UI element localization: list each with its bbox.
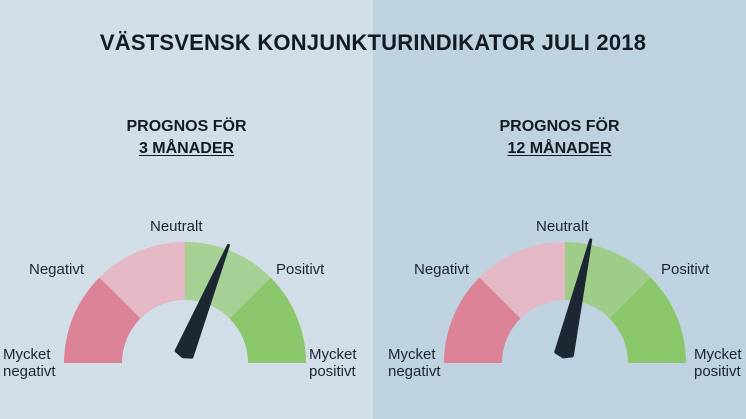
segment-negative (479, 242, 565, 319)
gauge-12-months (444, 238, 686, 363)
label-very-positive: Mycket positivt (309, 346, 357, 380)
segment-positive (609, 277, 686, 363)
gauge-heading-line1: PROGNOS FÖR (126, 118, 247, 135)
label-positive: Positivt (276, 261, 325, 278)
label-neutral: Neutralt (536, 218, 589, 235)
label-very-negative: Mycket negativt (3, 346, 56, 380)
gauge-heading-12-months: PROGNOS FÖR 12 MÅNADER (373, 116, 746, 160)
gauge-heading-line2: 3 MÅNADER (138, 140, 235, 157)
segment-negative (99, 242, 185, 319)
page-title: VÄSTSVENSK KONJUNKTURINDIKATOR JULI 2018 (99, 30, 647, 55)
gauge-heading-line1: PROGNOS FÖR (499, 118, 620, 135)
label-positive: Positivt (661, 261, 710, 278)
label-neutral: Neutralt (150, 218, 203, 235)
label-very-negative: Mycket negativt (388, 346, 441, 380)
gauge-needle (554, 238, 593, 359)
label-very-positive: Mycket positivt (694, 346, 742, 380)
gauge-heading-line2: 12 MÅNADER (507, 140, 612, 157)
gauge-3-months (64, 242, 306, 363)
label-negative: Negativt (29, 261, 85, 278)
gauge-needle (174, 243, 230, 359)
segment-very-negative (64, 277, 141, 363)
segment-very-negative (444, 277, 521, 363)
gauge-heading-3-months: PROGNOS FÖR 3 MÅNADER (0, 116, 373, 160)
label-negative: Negativt (414, 261, 470, 278)
segment-positive (229, 277, 306, 363)
